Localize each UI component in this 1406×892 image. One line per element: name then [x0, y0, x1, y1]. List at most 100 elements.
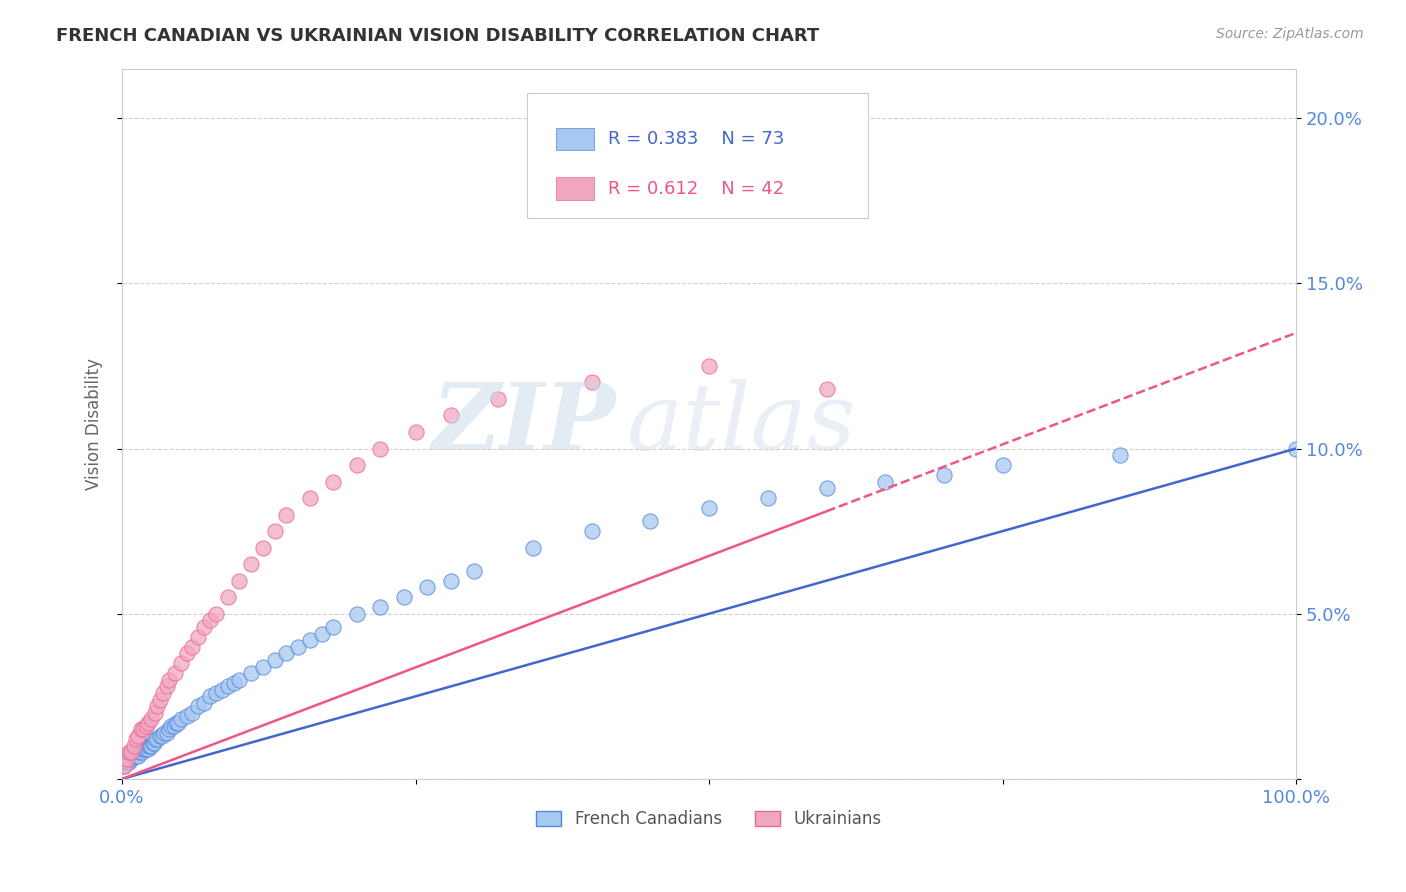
Text: atlas: atlas: [627, 379, 856, 468]
Point: [756, 491, 779, 505]
Point: [115, 756, 138, 770]
Point: [640, 514, 662, 528]
Text: Source: ZipAtlas.com: Source: ZipAtlas.com: [1216, 27, 1364, 41]
Point: [129, 723, 152, 737]
Point: [217, 590, 239, 604]
Point: [187, 630, 209, 644]
Point: [815, 382, 838, 396]
Point: [240, 557, 263, 571]
Point: [416, 580, 439, 594]
Point: [263, 653, 285, 667]
Point: [522, 541, 544, 555]
Point: [142, 735, 165, 749]
Point: [163, 666, 186, 681]
Point: [287, 640, 309, 654]
Point: [176, 709, 198, 723]
Point: [152, 686, 174, 700]
Bar: [557, 128, 595, 151]
Point: [120, 746, 142, 760]
Point: [153, 725, 176, 739]
Point: [697, 500, 720, 515]
Point: [139, 739, 162, 753]
Point: [134, 742, 156, 756]
Point: [932, 467, 955, 482]
Bar: [557, 178, 595, 200]
Point: [157, 723, 180, 737]
FancyBboxPatch shape: [527, 94, 868, 218]
Point: [193, 620, 215, 634]
Point: [128, 746, 150, 760]
Point: [120, 752, 142, 766]
Point: [322, 620, 344, 634]
Point: [135, 739, 157, 753]
Point: [486, 392, 509, 406]
Point: [143, 732, 166, 747]
Point: [120, 752, 142, 766]
Text: R = 0.383    N = 73: R = 0.383 N = 73: [609, 130, 785, 148]
Y-axis label: Vision Disability: Vision Disability: [86, 358, 103, 490]
Point: [991, 458, 1014, 472]
Point: [1285, 442, 1308, 456]
Point: [252, 659, 274, 673]
Point: [136, 742, 159, 756]
Point: [156, 725, 179, 739]
Point: [141, 739, 163, 753]
Point: [127, 746, 149, 760]
Point: [127, 729, 149, 743]
Point: [136, 715, 159, 730]
Point: [322, 475, 344, 489]
Point: [193, 696, 215, 710]
Point: [240, 666, 263, 681]
Point: [346, 607, 368, 621]
Point: [143, 706, 166, 720]
Text: R = 0.612    N = 42: R = 0.612 N = 42: [609, 179, 785, 197]
Point: [125, 732, 148, 747]
Point: [875, 475, 897, 489]
Point: [252, 541, 274, 555]
Point: [114, 752, 136, 766]
Point: [132, 742, 155, 756]
Point: [581, 524, 603, 538]
Point: [440, 574, 463, 588]
Point: [581, 376, 603, 390]
Point: [146, 699, 169, 714]
Point: [157, 673, 180, 687]
Point: [205, 686, 228, 700]
Point: [131, 746, 153, 760]
Point: [160, 719, 183, 733]
Point: [146, 732, 169, 747]
Point: [142, 735, 165, 749]
Point: [149, 692, 172, 706]
Legend: French Canadians, Ukrainians: French Canadians, Ukrainians: [530, 803, 889, 835]
Point: [217, 680, 239, 694]
Text: FRENCH CANADIAN VS UKRAINIAN VISION DISABILITY CORRELATION CHART: FRENCH CANADIAN VS UKRAINIAN VISION DISA…: [56, 27, 820, 45]
Point: [138, 739, 160, 753]
Point: [112, 758, 135, 772]
Point: [132, 723, 155, 737]
Point: [276, 646, 298, 660]
Point: [440, 409, 463, 423]
Point: [156, 680, 179, 694]
Point: [181, 706, 204, 720]
Point: [211, 682, 233, 697]
Point: [263, 524, 285, 538]
Point: [276, 508, 298, 522]
Point: [112, 758, 135, 772]
Point: [198, 613, 221, 627]
Point: [118, 756, 141, 770]
Point: [370, 600, 392, 615]
Point: [165, 715, 187, 730]
Point: [122, 748, 145, 763]
Point: [228, 574, 250, 588]
Point: [205, 607, 228, 621]
Point: [122, 739, 145, 753]
Point: [181, 640, 204, 654]
Point: [163, 719, 186, 733]
Point: [129, 742, 152, 756]
Point: [222, 676, 245, 690]
Point: [124, 746, 146, 760]
Point: [121, 748, 143, 763]
Point: [405, 425, 427, 439]
Point: [115, 752, 138, 766]
Point: [346, 458, 368, 472]
